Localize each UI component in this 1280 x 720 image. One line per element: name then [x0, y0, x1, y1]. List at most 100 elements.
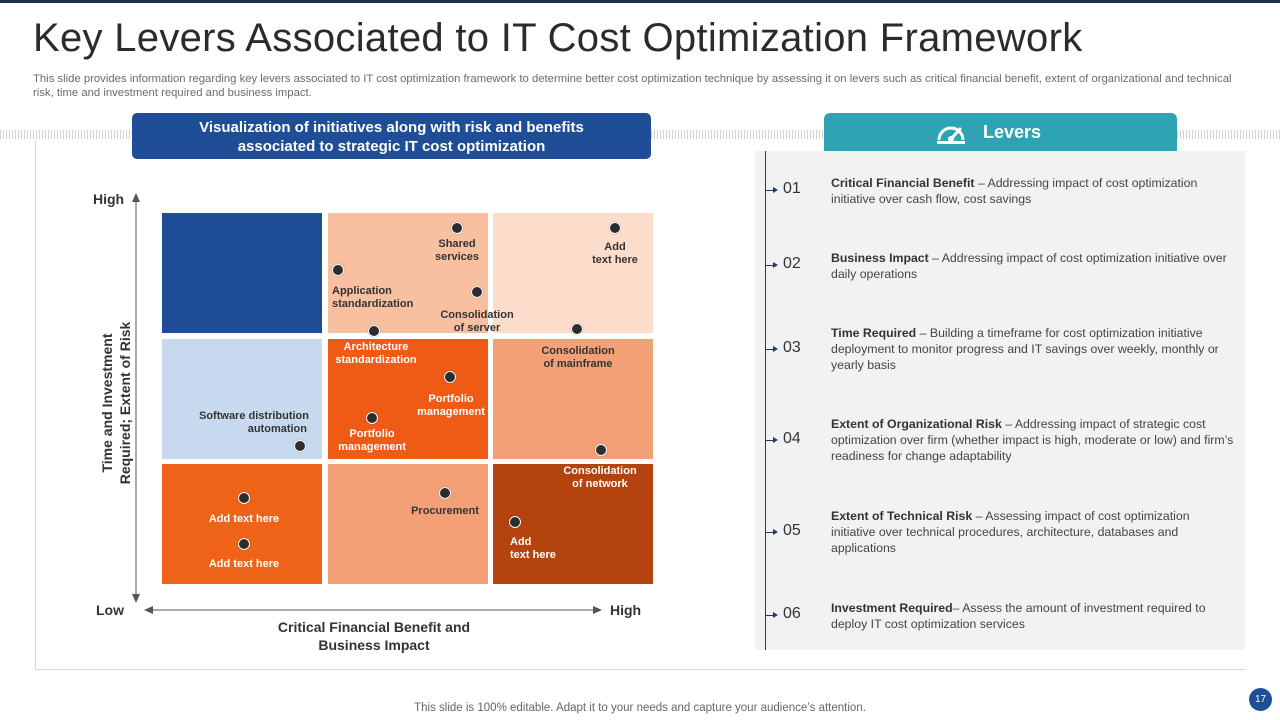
- initiative-label-application-standardization: Application standardization: [332, 285, 413, 311]
- label-line: standardization: [332, 298, 414, 310]
- lever-title: Business Impact: [831, 251, 929, 265]
- initiative-marker: [294, 440, 306, 452]
- arrow-icon: [765, 346, 778, 352]
- page-number-badge: 17: [1249, 688, 1272, 711]
- lever-number: 01: [783, 180, 801, 197]
- matrix-cell-middle-right: [493, 339, 653, 459]
- lever-text: Building a timeframe for cost optimizati…: [831, 326, 1219, 372]
- initiative-label-shared-services: Shared services: [435, 238, 479, 264]
- lever-separator: –: [928, 251, 942, 265]
- label-line: services: [434, 251, 480, 263]
- arrow-icon: [765, 262, 778, 268]
- label-line: management: [338, 441, 406, 453]
- slide-title: Key Levers Associated to IT Cost Optimiz…: [33, 16, 1083, 60]
- lever-description: Time Required – Building a timeframe for…: [831, 325, 1237, 373]
- levers-title: Levers: [983, 122, 1042, 142]
- content-frame: [35, 140, 1246, 670]
- initiative-marker: [595, 444, 607, 456]
- initiative-marker: [609, 222, 621, 234]
- decorative-hatch: [651, 130, 824, 139]
- lever-description: Critical Financial Benefit – Addressing …: [831, 175, 1237, 207]
- y-axis-label: Time and Investment Required; Extent of …: [98, 322, 134, 485]
- lever-title: Extent of Organizational Risk: [831, 417, 1002, 431]
- lever-separator: –: [974, 176, 988, 190]
- lever-title: Critical Financial Benefit: [831, 176, 975, 190]
- y-axis-label-line: Time and Investment: [99, 333, 115, 473]
- x-axis-label: Critical Financial Benefit and Business …: [274, 618, 474, 654]
- matrix-cell-top-left: [162, 213, 322, 333]
- label-line: Application: [332, 285, 392, 297]
- initiative-label-consolidation-mainframe: Consolidation of mainframe: [541, 345, 614, 371]
- initiative-label-consolidation-server: Consolidation of server: [440, 309, 513, 335]
- lever-number: 03: [783, 339, 801, 356]
- x-axis-label-line: Business Impact: [318, 637, 430, 653]
- x-axis-high-label: High: [610, 602, 642, 618]
- matrix-cell-bottom-left: [162, 464, 322, 584]
- initiative-marker: [238, 538, 250, 550]
- initiative-marker: [471, 286, 483, 298]
- matrix-cell-middle-left: [162, 339, 322, 459]
- label-line: of network: [572, 478, 628, 490]
- label-line: Shared: [438, 238, 476, 250]
- initiative-label-portfolio-management: Portfolio management: [417, 393, 485, 419]
- lever-title: Time Required: [831, 326, 917, 340]
- levers-timeline: [765, 151, 766, 650]
- lever-text: Assessing impact of cost optimization in…: [831, 509, 1190, 555]
- lever-separator: –: [972, 509, 986, 523]
- initiative-label-add-text: Add text here: [592, 241, 638, 267]
- label-line: standardization: [335, 354, 417, 366]
- levers-panel: [755, 151, 1245, 650]
- decorative-hatch: [0, 130, 132, 139]
- initiative-marker: [571, 323, 583, 335]
- lever-number: 06: [783, 605, 801, 622]
- matrix-header-line: associated to strategic IT cost optimiza…: [237, 138, 546, 155]
- initiative-marker: [238, 492, 250, 504]
- speedometer-icon: [936, 120, 966, 151]
- matrix-cell-center: [328, 339, 488, 459]
- decorative-hatch: [1177, 130, 1280, 139]
- lever-number: 04: [783, 430, 801, 447]
- label-line: Consolidation: [440, 309, 514, 321]
- y-axis-label-line: Required; Extent of Risk: [117, 321, 133, 485]
- top-rule: [0, 0, 1280, 3]
- lever-description: Extent of Technical Risk – Assessing imp…: [831, 508, 1237, 556]
- arrow-icon: [765, 529, 778, 535]
- matrix-header-line: Visualization of initiatives along with …: [199, 119, 584, 136]
- initiative-marker: [439, 487, 451, 499]
- lever-number: 05: [783, 522, 801, 539]
- initiative-label-add-text: Add text here: [208, 558, 280, 570]
- label-line: of server: [453, 322, 501, 334]
- label-line: Consolidation: [541, 345, 615, 357]
- label-line: Consolidation: [563, 465, 637, 477]
- label-line: automation: [247, 423, 307, 435]
- lever-separator: –: [1001, 417, 1015, 431]
- x-axis-low-label: Low: [96, 602, 124, 618]
- initiative-marker: [332, 264, 344, 276]
- initiative-label-consolidation-network: Consolidation of network: [563, 465, 636, 491]
- lever-text: Addressing impact of cost optimization i…: [831, 176, 1198, 206]
- lever-title: Extent of Technical Risk: [831, 509, 973, 523]
- y-axis-high-label: High: [93, 191, 125, 207]
- label-line: of mainframe: [543, 358, 613, 370]
- matrix-cell-bottom-middle: [328, 464, 488, 584]
- label-line: Add: [604, 241, 626, 253]
- slide-footer: This slide is 100% editable. Adapt it to…: [414, 702, 866, 714]
- lever-separator: –: [952, 601, 963, 615]
- x-axis-label-line: Critical Financial Benefit and: [277, 619, 471, 635]
- matrix-cell-top-right: [493, 213, 653, 333]
- initiative-marker: [444, 371, 456, 383]
- lever-description: Investment Required– Assess the amount o…: [831, 600, 1237, 632]
- initiative-label-software-distribution: Software distribution automation: [199, 410, 309, 436]
- initiative-marker: [509, 516, 521, 528]
- label-line: Add: [510, 536, 532, 548]
- lever-title: Investment Required: [831, 601, 953, 615]
- lever-text: Addressing impact of cost optimization i…: [831, 251, 1227, 281]
- lever-number: 02: [783, 255, 801, 272]
- label-line: Architecture: [343, 341, 409, 353]
- levers-header: Levers: [824, 113, 1177, 152]
- initiative-label-portfolio-management: Portfolio management: [338, 428, 406, 454]
- initiative-label-add-text: Add text here: [208, 513, 280, 525]
- initiative-label-procurement: Procurement: [411, 505, 479, 517]
- initiative-marker: [368, 325, 380, 337]
- initiative-marker: [366, 412, 378, 424]
